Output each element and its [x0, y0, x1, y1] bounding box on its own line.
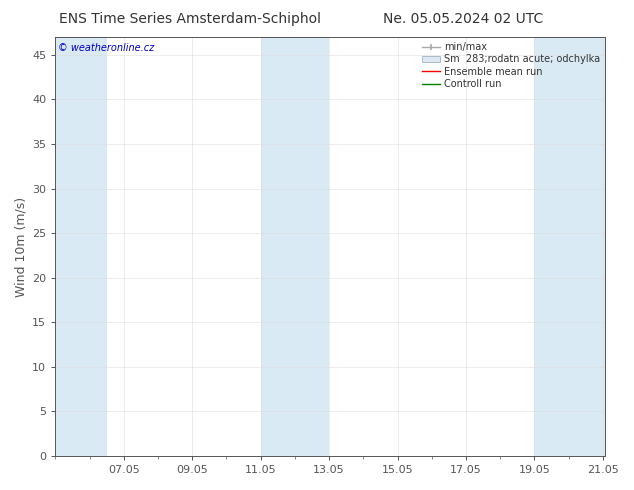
- Bar: [261, 37, 329, 456]
- Text: ENS Time Series Amsterdam-Schiphol: ENS Time Series Amsterdam-Schiphol: [59, 12, 321, 26]
- Text: Ne. 05.05.2024 02 UTC: Ne. 05.05.2024 02 UTC: [383, 12, 543, 26]
- Bar: [55, 37, 107, 456]
- Legend: min/max, Sm  283;rodatn acute; odchylka, Ensemble mean run, Controll run: min/max, Sm 283;rodatn acute; odchylka, …: [420, 40, 602, 91]
- Bar: [534, 37, 605, 456]
- Text: © weatheronline.cz: © weatheronline.cz: [58, 43, 154, 53]
- Y-axis label: Wind 10m (m/s): Wind 10m (m/s): [15, 196, 28, 296]
